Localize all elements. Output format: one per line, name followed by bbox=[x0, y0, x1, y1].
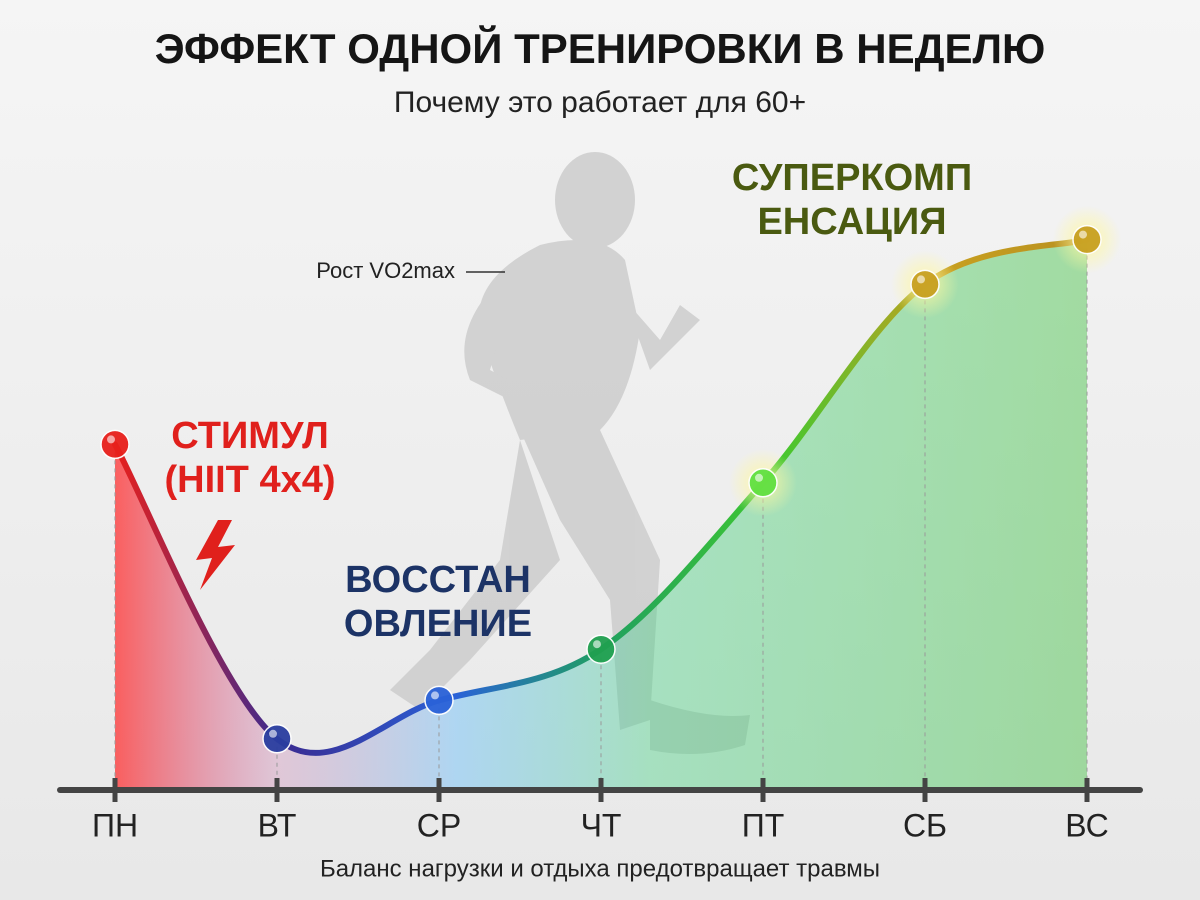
x-tick-label: СБ bbox=[903, 807, 947, 843]
annotation: ЕНСАЦИЯ bbox=[757, 201, 946, 243]
x-tick-label: ПН bbox=[92, 807, 138, 843]
point-highlight bbox=[593, 640, 601, 649]
x-tick-label: ПТ bbox=[742, 807, 785, 843]
annotation: СУПЕРКОМП bbox=[732, 157, 972, 199]
lightning-icon bbox=[196, 520, 235, 590]
x-tick-label: ВС bbox=[1065, 807, 1108, 843]
x-tick-label: ВТ bbox=[258, 807, 297, 843]
point-highlight bbox=[917, 275, 925, 284]
annotation: СТИМУЛ bbox=[171, 415, 329, 457]
footnote: Баланс нагрузки и отдыха предотвращает т… bbox=[320, 855, 880, 882]
point-highlight bbox=[431, 691, 439, 700]
point bbox=[100, 429, 130, 460]
chart-subtitle: Почему это работает для 60+ bbox=[394, 86, 806, 119]
annotation: ОВЛЕНИЕ bbox=[344, 603, 532, 645]
point bbox=[910, 269, 940, 300]
point bbox=[424, 685, 454, 716]
point-highlight bbox=[107, 435, 115, 444]
point bbox=[1072, 224, 1102, 255]
point bbox=[262, 724, 292, 754]
x-tick-label: СР bbox=[417, 807, 461, 843]
point bbox=[586, 634, 616, 664]
point-highlight bbox=[755, 473, 763, 482]
point-highlight bbox=[1079, 230, 1087, 239]
chart-title: ЭФФЕКТ ОДНОЙ ТРЕНИРОВКИ В НЕДЕЛЮ bbox=[155, 24, 1046, 72]
point bbox=[748, 468, 778, 498]
callout: Рост VO2max bbox=[316, 258, 455, 283]
x-tick-label: ЧТ bbox=[581, 807, 622, 843]
annotation: (HIIT 4x4) bbox=[164, 459, 335, 501]
point-highlight bbox=[269, 729, 277, 738]
annotation: ВОССТАН bbox=[345, 559, 531, 601]
